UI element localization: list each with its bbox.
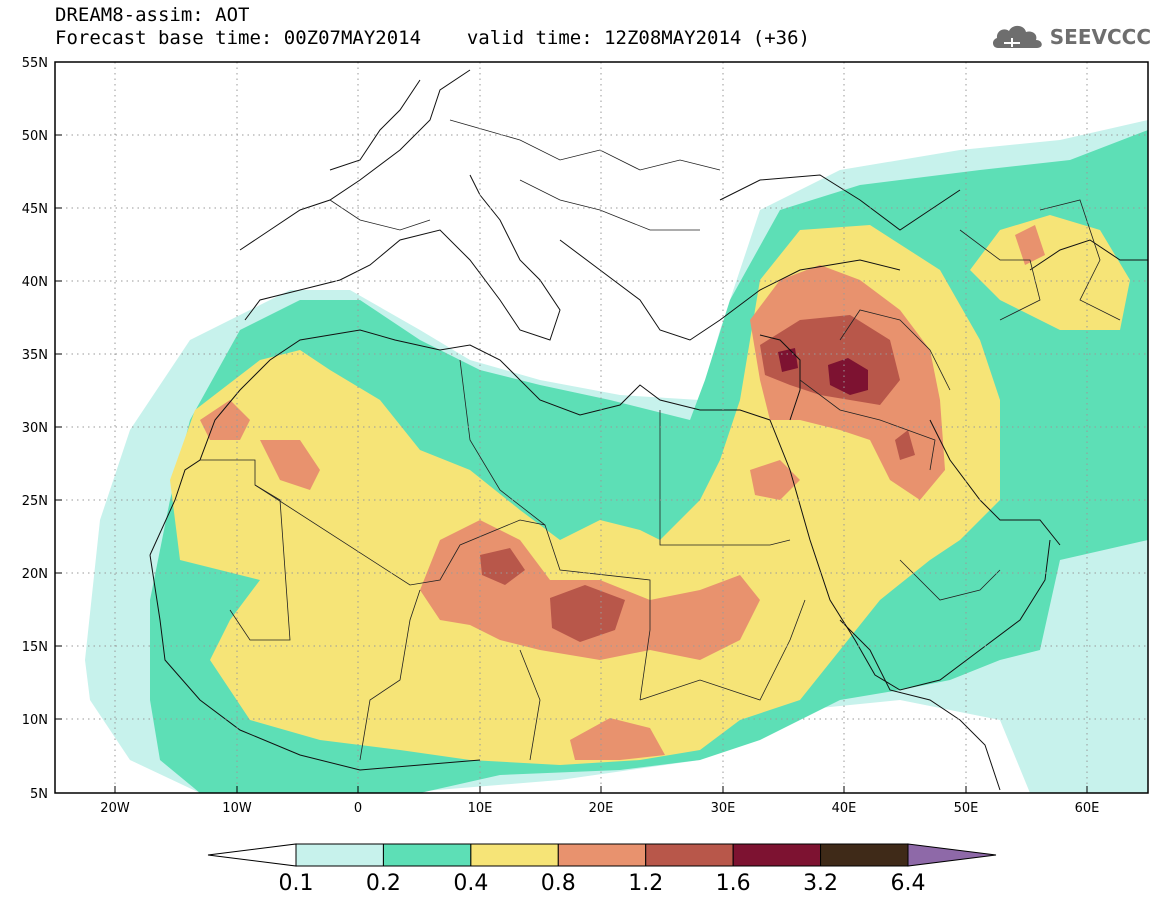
lat-label: 45N: [22, 202, 48, 217]
colorbar-cell: [732, 843, 822, 867]
latitude-labels: 55N 50N 45N 40N 35N 30N 25N 20N 15N 10N …: [22, 56, 48, 802]
colorbar-tick-label: 3.2: [803, 871, 838, 896]
map-title-block: DREAM8-assim: AOT Forecast base time: 00…: [55, 4, 810, 50]
valid-time-label: valid time: 12Z08MAY2014 (+36): [466, 27, 810, 49]
lon-label: 30E: [711, 801, 736, 816]
lon-label: 10W: [222, 801, 252, 816]
colorbar-tick-label: 1.6: [716, 871, 751, 896]
tick-marks: [55, 61, 1088, 794]
lat-label: 20N: [22, 567, 48, 582]
lat-label: 55N: [22, 56, 48, 71]
borders: [200, 119, 1121, 761]
colorbar-tick-label: 0.2: [366, 871, 401, 896]
colorbar-cell-over: [907, 843, 997, 867]
longitude-labels: 20W 10W 0 10E 20E 30E 40E 50E 60E: [100, 801, 1099, 816]
aot-field: [55, 62, 1148, 793]
colorbar: 0.1 0.2 0.4 0.8 1.2 1.6 3.2 6.4: [207, 843, 997, 896]
lon-label: 40E: [832, 801, 857, 816]
graticule: [55, 62, 1148, 793]
lat-label: 15N: [22, 640, 48, 655]
colorbar-cell-under: [207, 843, 297, 867]
lon-label: 60E: [1075, 801, 1100, 816]
lon-label: 50E: [954, 801, 979, 816]
logo-text: SEEVCCC: [1049, 25, 1151, 49]
colorbar-cell: [470, 843, 559, 867]
colorbar-cell: [820, 843, 909, 867]
cloud-icon: [992, 25, 1042, 48]
base-time-label: Forecast base time: 00Z07MAY2014: [55, 27, 422, 49]
lat-label: 5N: [30, 787, 48, 802]
coastlines: [149, 69, 1148, 791]
lat-label: 40N: [22, 275, 48, 290]
seevccc-logo: SEEVCCC: [990, 22, 1151, 52]
colorbar-tick-label: 0.1: [279, 871, 314, 896]
time-info: Forecast base time: 00Z07MAY2014 valid t…: [55, 27, 810, 50]
lat-label: 10N: [22, 713, 48, 728]
colorbar-cell: [382, 843, 472, 867]
lon-label: 0: [354, 801, 362, 816]
colorbar-tick-label: 0.8: [541, 871, 576, 896]
colorbar-tick-label: 6.4: [891, 871, 926, 896]
map-title: DREAM8-assim: AOT: [55, 4, 250, 26]
lon-label: 20W: [100, 801, 130, 816]
colorbar-cell: [295, 843, 384, 867]
colorbar-cell: [645, 843, 734, 867]
lat-label: 30N: [22, 421, 48, 436]
lon-label: 10E: [468, 801, 493, 816]
colorbar-cell: [557, 843, 647, 867]
lat-label: 50N: [22, 129, 48, 144]
lat-label: 25N: [22, 494, 48, 509]
lat-label: 35N: [22, 348, 48, 363]
colorbar-tick-label: 0.4: [453, 871, 488, 896]
colorbar-tick-label: 1.2: [628, 871, 663, 896]
lon-label: 20E: [589, 801, 614, 816]
